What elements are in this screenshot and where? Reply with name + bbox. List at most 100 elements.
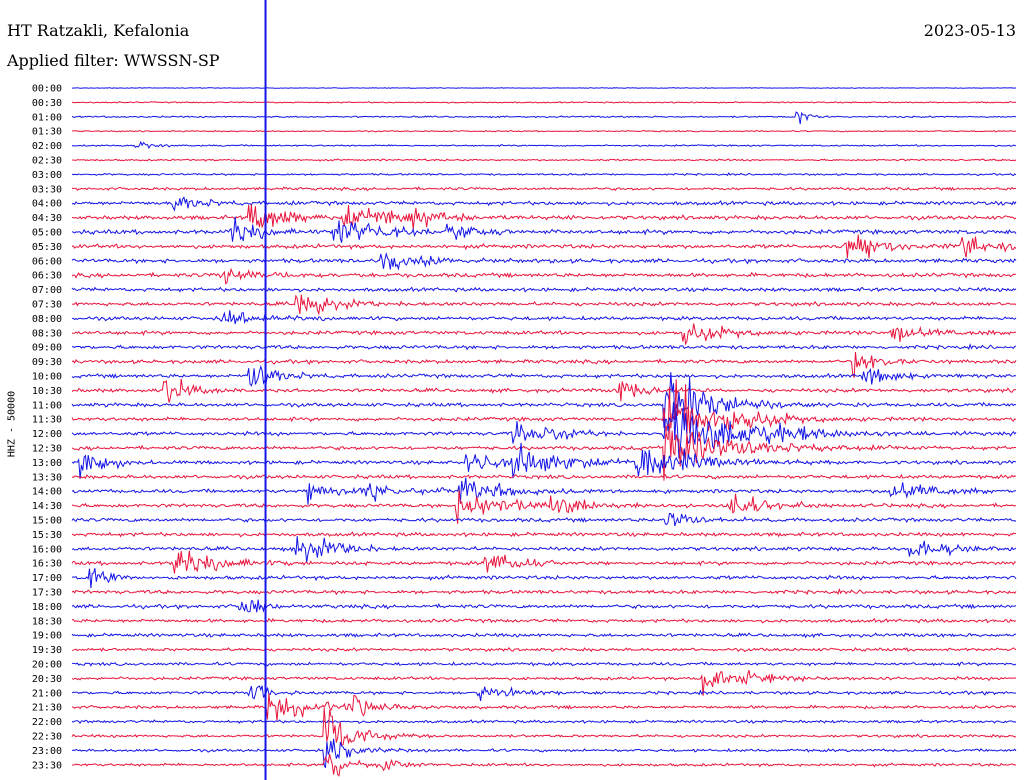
trace-row [71, 473, 1017, 480]
time-tick-label: 08:00 [32, 314, 62, 325]
trace-row [71, 442, 1017, 480]
trace-row [71, 310, 1017, 325]
trace-row [71, 550, 1017, 574]
time-tick-label: 13:00 [32, 458, 62, 469]
time-tick-label: 11:00 [32, 400, 62, 411]
time-tick-label: 12:00 [32, 429, 62, 440]
time-tick-label: 15:30 [32, 530, 62, 541]
trace-row [71, 489, 1017, 524]
time-tick-label: 15:00 [32, 516, 62, 527]
trace-row [71, 477, 1017, 505]
trace-row [71, 379, 1017, 441]
trace-row [71, 661, 1017, 667]
time-tick-label: 06:00 [32, 256, 62, 267]
time-tick-label: 17:30 [32, 588, 62, 599]
time-tick-label: 21:30 [32, 703, 62, 714]
trace-row [71, 216, 1017, 243]
time-tick-label: 12:30 [32, 444, 62, 455]
trace-row [71, 599, 1017, 613]
station-title: HT Ratzakli, Kefalonia [7, 21, 190, 40]
time-tick-label: 20:30 [32, 674, 62, 685]
time-tick-labels: 00:00 00:30 01:00 01:30 02:00 02:30 03:00 03:30… [32, 84, 62, 772]
time-tick-label: 16:30 [32, 559, 62, 570]
time-tick-label: 19:30 [32, 645, 62, 656]
time-tick-label: 19:00 [32, 631, 62, 642]
trace-row [71, 351, 1017, 379]
time-tick-label: 00:00 [32, 84, 62, 95]
trace-row [71, 129, 1017, 133]
time-tick-label: 21:00 [32, 688, 62, 699]
trace-row [71, 707, 1017, 747]
time-tick-label: 09:00 [32, 343, 62, 354]
time-tick-label: 10:30 [32, 386, 62, 397]
time-tick-label: 16:00 [32, 544, 62, 555]
time-tick-label: 22:00 [32, 717, 62, 728]
trace-row [71, 111, 1017, 125]
trace-row [71, 186, 1017, 192]
time-tick-label: 03:00 [32, 170, 62, 181]
trace-row [71, 685, 1017, 701]
trace-row [72, 87, 1016, 89]
date-label: 2023-05-13 [923, 21, 1016, 40]
trace-row [71, 738, 1017, 769]
time-tick-label: 17:00 [32, 573, 62, 584]
time-tick-label: 03:30 [32, 184, 62, 195]
trace-row [71, 140, 1017, 150]
time-tick-label: 08:30 [32, 328, 62, 339]
time-tick-label: 05:30 [32, 242, 62, 253]
trace-row [71, 294, 1017, 316]
time-tick-label: 20:00 [32, 660, 62, 671]
trace-row [71, 568, 1017, 589]
trace-row [71, 719, 1017, 724]
time-tick-label: 11:30 [32, 415, 62, 426]
time-tick-label: 22:30 [32, 732, 62, 743]
trace-row [71, 267, 1017, 285]
trace-row [71, 172, 1017, 177]
time-tick-label: 07:00 [32, 285, 62, 296]
trace-row [71, 372, 1017, 428]
trace-row [71, 693, 1017, 721]
time-tick-label: 18:00 [32, 602, 62, 613]
trace-row [71, 364, 1017, 387]
time-tick-label: 14:30 [32, 501, 62, 512]
trace-row [71, 669, 1017, 696]
time-tick-label: 09:30 [32, 357, 62, 368]
time-tick-label: 14:00 [32, 487, 62, 498]
trace-row [72, 101, 1017, 104]
trace-row [71, 343, 1017, 351]
trace-row [71, 252, 1017, 271]
trace-row [71, 617, 1017, 624]
trace-row [71, 323, 1017, 346]
time-tick-label: 00:30 [32, 98, 62, 109]
trace-row [71, 536, 1017, 563]
time-tick-label: 02:00 [32, 141, 62, 152]
trace-row [71, 401, 1017, 459]
trace-row [71, 204, 1017, 230]
time-tick-label: 07:30 [32, 300, 62, 311]
trace-row [71, 423, 1016, 481]
seismic-traces [71, 87, 1017, 777]
time-tick-label: 10:00 [32, 372, 62, 383]
time-tick-label: 04:30 [32, 213, 62, 224]
time-tick-label: 06:30 [32, 271, 62, 282]
trace-row [71, 196, 1017, 212]
time-tick-label: 05:00 [32, 228, 62, 239]
time-tick-label: 01:30 [32, 127, 62, 138]
trace-row [71, 286, 1017, 293]
filter-label: Applied filter: WWSSN-SP [7, 51, 220, 70]
trace-row [71, 753, 1017, 777]
time-tick-label: 18:30 [32, 616, 62, 627]
trace-row [71, 632, 1017, 639]
time-tick-label: 01:00 [32, 112, 62, 123]
trace-row [71, 378, 1016, 403]
time-tick-label: 23:00 [32, 746, 62, 757]
trace-row [71, 512, 1017, 527]
time-tick-label: 23:30 [32, 760, 62, 771]
trace-row [71, 531, 1017, 538]
time-tick-label: 04:00 [32, 199, 62, 210]
trace-row [71, 234, 1017, 259]
trace-row [71, 646, 1017, 653]
trace-row [71, 158, 1017, 162]
trace-row [71, 587, 1017, 596]
